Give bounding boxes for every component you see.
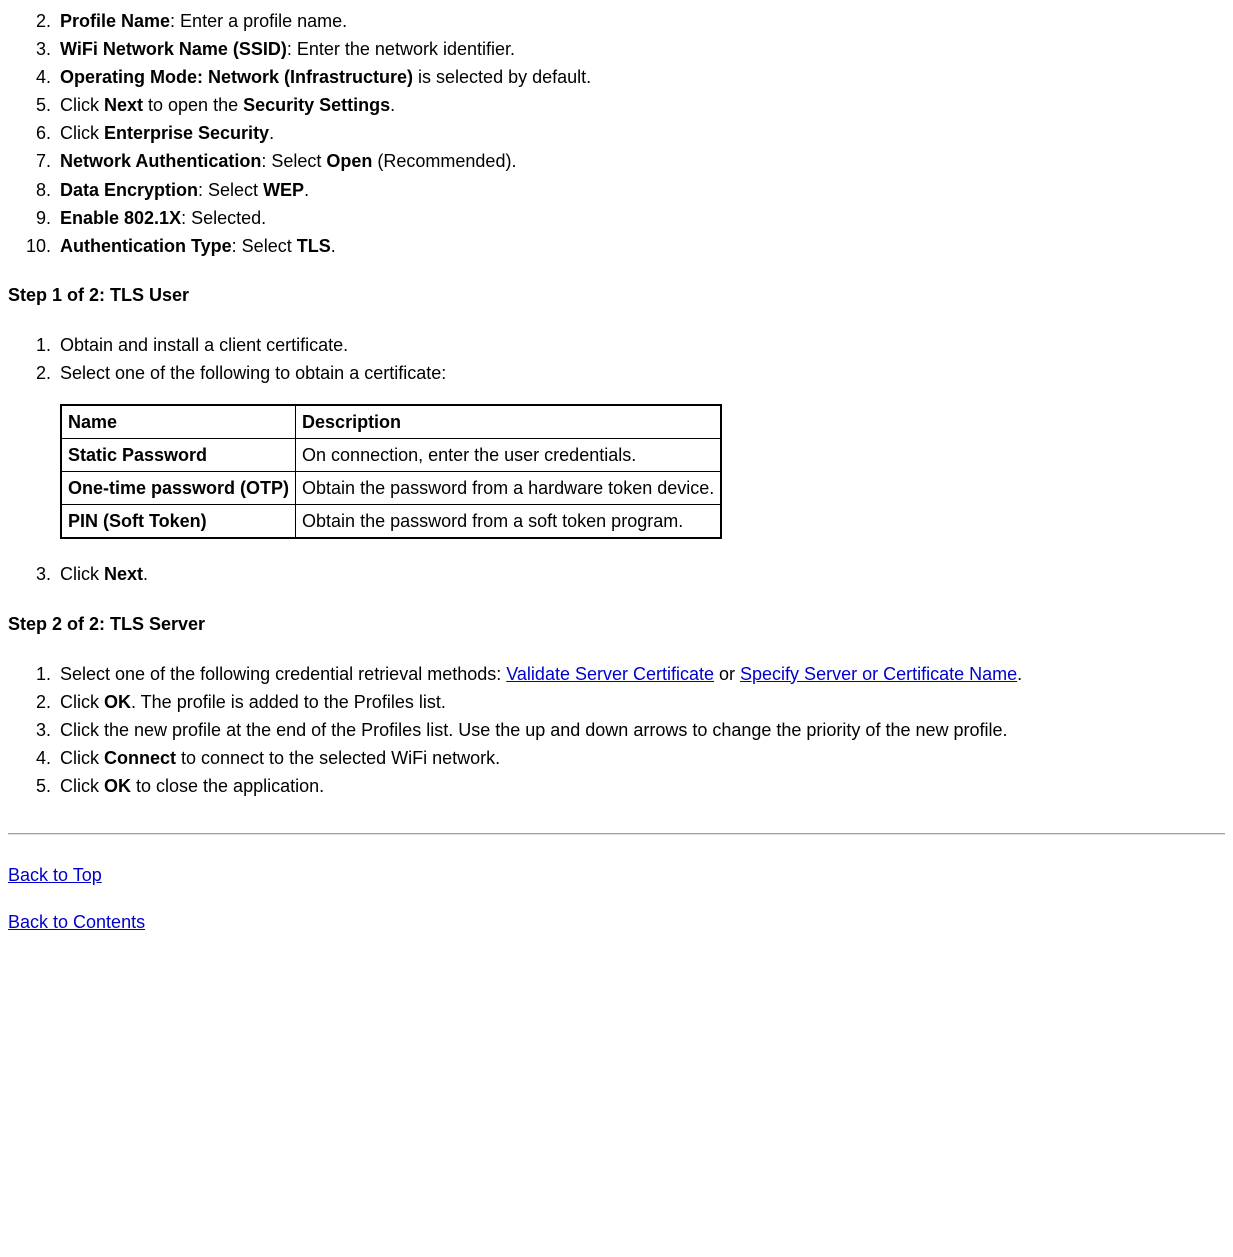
bold-term: Security Settings [243, 95, 390, 115]
table-cell-name: PIN (Soft Token) [61, 505, 296, 539]
step-text: to connect to the selected WiFi network. [176, 748, 500, 768]
step-text: is selected by default. [413, 67, 591, 87]
step-item: Enable 802.1X: Selected. [56, 205, 1225, 231]
footer-links: Back to Top Back to Contents [8, 865, 1225, 933]
bold-term: Operating Mode: Network (Infrastructure) [60, 67, 413, 87]
step-item: Authentication Type: Select TLS. [56, 233, 1225, 259]
step-text: : Select [198, 180, 263, 200]
bold-term: TLS [297, 236, 331, 256]
bold-term: Authentication Type [60, 236, 232, 256]
step-item: Click OK to close the application. [56, 773, 1225, 799]
step-text: Obtain and install a client certificate. [60, 335, 348, 355]
step-item: Select one of the following credential r… [56, 661, 1225, 687]
table-cell-desc: Obtain the password from a soft token pr… [296, 505, 722, 539]
back-to-top-link[interactable]: Back to Top [8, 865, 102, 885]
step-text: (Recommended). [372, 151, 516, 171]
table-cell-name: One-time password (OTP) [61, 472, 296, 505]
bold-term: Next [104, 95, 143, 115]
step-text: Select one of the following to obtain a … [60, 363, 446, 383]
table-row: PIN (Soft Token) Obtain the password fro… [61, 505, 721, 539]
step-text: to open the [143, 95, 243, 115]
table-row: One-time password (OTP) Obtain the passw… [61, 472, 721, 505]
step-text: . The profile is added to the Profiles l… [131, 692, 446, 712]
step-text: Click [60, 748, 104, 768]
step-text: Click the new profile at the end of the … [60, 720, 1008, 740]
step-item: Click Next. [56, 561, 1225, 587]
step-text: Click [60, 95, 104, 115]
table-header-description: Description [296, 405, 722, 439]
step-text: . [1017, 664, 1022, 684]
bold-term: WiFi Network Name (SSID) [60, 39, 287, 59]
step-text: Click [60, 123, 104, 143]
step-text: . [331, 236, 336, 256]
step-item: Click OK. The profile is added to the Pr… [56, 689, 1225, 715]
bold-term: Profile Name [60, 11, 170, 31]
config-steps-list: Profile Name: Enter a profile name. WiFi… [8, 8, 1225, 259]
bold-term: OK [104, 776, 131, 796]
step-item: Click Enterprise Security. [56, 120, 1225, 146]
step-item: Operating Mode: Network (Infrastructure)… [56, 64, 1225, 90]
step-item: Click Next to open the Security Settings… [56, 92, 1225, 118]
bold-term: Open [326, 151, 372, 171]
validate-server-cert-link[interactable]: Validate Server Certificate [506, 664, 714, 684]
step1-heading: Step 1 of 2: TLS User [8, 285, 1225, 306]
step2-heading: Step 2 of 2: TLS Server [8, 614, 1225, 635]
step-text: : Select [261, 151, 326, 171]
step-text: : Enter the network identifier. [287, 39, 515, 59]
specify-server-link[interactable]: Specify Server or Certificate Name [740, 664, 1017, 684]
back-to-contents-link[interactable]: Back to Contents [8, 912, 145, 932]
step-text: . [269, 123, 274, 143]
table-row: Static Password On connection, enter the… [61, 439, 721, 472]
bold-term: Network Authentication [60, 151, 261, 171]
step-text: : Select [232, 236, 297, 256]
step-text: to close the application. [131, 776, 324, 796]
step-text: . [390, 95, 395, 115]
step-item: Select one of the following to obtain a … [56, 360, 1225, 539]
horizontal-rule [8, 833, 1225, 835]
step-text: Click [60, 692, 104, 712]
step-item: Obtain and install a client certificate. [56, 332, 1225, 358]
step1-list: Obtain and install a client certificate.… [8, 332, 1225, 588]
table-cell-desc: On connection, enter the user credential… [296, 439, 722, 472]
certificate-table: Name Description Static Password On conn… [60, 404, 722, 539]
step-item: Data Encryption: Select WEP. [56, 177, 1225, 203]
step-text: or [714, 664, 740, 684]
bold-term: OK [104, 692, 131, 712]
step-item: Network Authentication: Select Open (Rec… [56, 148, 1225, 174]
step-item: WiFi Network Name (SSID): Enter the netw… [56, 36, 1225, 62]
bold-term: Enable 802.1X [60, 208, 181, 228]
bold-term: Data Encryption [60, 180, 198, 200]
step-text: : Enter a profile name. [170, 11, 347, 31]
step-text: . [143, 564, 148, 584]
step-text: Click [60, 564, 104, 584]
bold-term: Enterprise Security [104, 123, 269, 143]
table-header-name: Name [61, 405, 296, 439]
bold-term: Connect [104, 748, 176, 768]
step-item: Profile Name: Enter a profile name. [56, 8, 1225, 34]
step-text: . [304, 180, 309, 200]
step-item: Click the new profile at the end of the … [56, 717, 1225, 743]
table-cell-name: Static Password [61, 439, 296, 472]
step2-list: Select one of the following credential r… [8, 661, 1225, 799]
bold-term: WEP [263, 180, 304, 200]
step-text: Click [60, 776, 104, 796]
table-cell-desc: Obtain the password from a hardware toke… [296, 472, 722, 505]
step-item: Click Connect to connect to the selected… [56, 745, 1225, 771]
step-text: Select one of the following credential r… [60, 664, 506, 684]
bold-term: Next [104, 564, 143, 584]
step-text: : Selected. [181, 208, 266, 228]
